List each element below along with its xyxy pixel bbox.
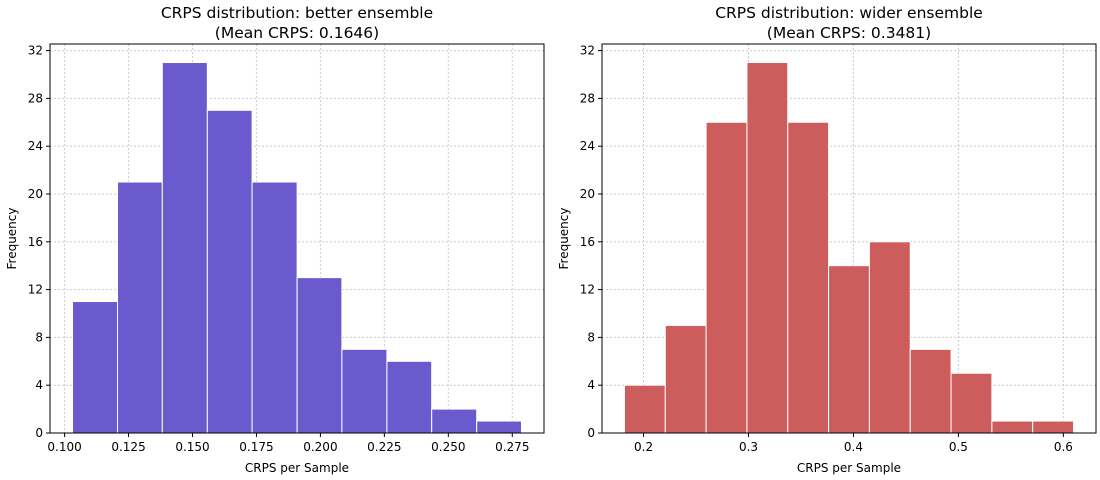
y-tick-label: 4 — [587, 378, 595, 392]
bar — [705, 121, 748, 434]
x-tick-label: 0.5 — [949, 440, 968, 454]
y-tick-label: 28 — [580, 91, 595, 105]
bar — [664, 324, 707, 434]
bar — [950, 372, 993, 434]
chart-title: CRPS distribution: wider ensemble — [715, 4, 983, 22]
bar — [431, 408, 478, 434]
bar — [341, 348, 388, 434]
plot-frame — [49, 43, 545, 434]
bar — [161, 62, 208, 434]
y-tick-label: 0 — [587, 426, 595, 440]
x-tick-label: 0.225 — [367, 440, 401, 454]
x-tick-label: 0.4 — [844, 440, 863, 454]
bar — [909, 348, 952, 434]
bar — [117, 181, 163, 434]
bar — [746, 62, 789, 434]
bar — [828, 265, 870, 434]
x-tick-label: 0.100 — [47, 440, 81, 454]
bar — [991, 420, 1034, 434]
x-tick-label: 0.6 — [1054, 440, 1073, 454]
x-axis-label: CRPS per Sample — [245, 461, 349, 475]
y-tick-label: 4 — [35, 378, 43, 392]
y-tick-label: 0 — [35, 426, 43, 440]
x-tick-label: 0.125 — [111, 440, 145, 454]
x-tick-label: 0.175 — [239, 440, 273, 454]
y-tick-label: 24 — [28, 139, 43, 153]
bar — [206, 109, 253, 434]
y-tick-label: 20 — [28, 187, 43, 201]
plot-frame — [601, 43, 1097, 434]
bar — [476, 420, 522, 434]
y-tick-label: 24 — [580, 139, 595, 153]
bar — [1032, 420, 1075, 434]
bar — [386, 360, 433, 434]
bar — [251, 181, 298, 434]
y-tick-label: 8 — [587, 330, 595, 344]
y-tick-label: 8 — [35, 330, 43, 344]
y-tick-label: 12 — [580, 283, 595, 297]
y-axis-label: Frequency — [5, 208, 19, 270]
x-tick-label: 0.200 — [303, 440, 337, 454]
chart-subtitle: (Mean CRPS: 0.1646) — [215, 24, 379, 42]
x-tick-label: 0.3 — [739, 440, 758, 454]
y-tick-label: 12 — [28, 283, 43, 297]
x-tick-label: 0.250 — [431, 440, 465, 454]
x-tick-label: 0.2 — [634, 440, 653, 454]
y-tick-label: 16 — [580, 235, 595, 249]
y-tick-label: 16 — [28, 235, 43, 249]
bar — [296, 277, 343, 434]
y-tick-label: 20 — [580, 187, 595, 201]
y-axis-label: Frequency — [557, 208, 571, 270]
bar — [72, 301, 119, 434]
y-tick-label: 28 — [28, 91, 43, 105]
chart-title: CRPS distribution: better ensemble — [161, 4, 433, 22]
bar — [787, 121, 830, 434]
bar — [868, 241, 911, 434]
y-tick-label: 32 — [28, 44, 43, 58]
bar — [623, 384, 666, 434]
y-tick-label: 32 — [580, 44, 595, 58]
x-axis-label: CRPS per Sample — [797, 461, 901, 475]
chart-subtitle: (Mean CRPS: 0.3481) — [767, 24, 931, 42]
x-tick-label: 0.150 — [175, 440, 209, 454]
x-tick-label: 0.275 — [495, 440, 529, 454]
